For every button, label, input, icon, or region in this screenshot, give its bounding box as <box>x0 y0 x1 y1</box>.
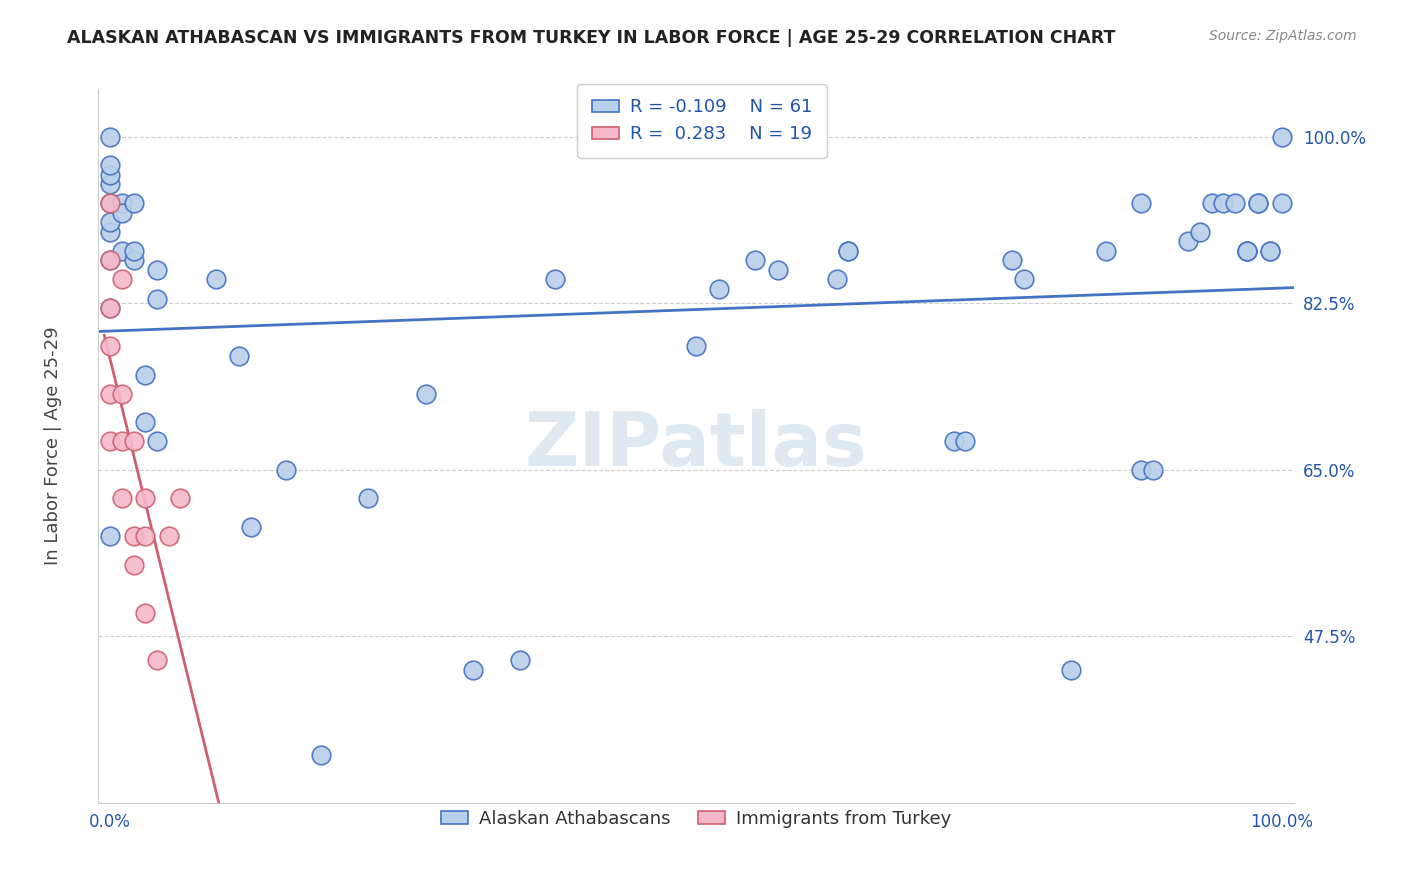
Point <box>157 529 180 543</box>
Text: ZIPatlas: ZIPatlas <box>524 409 868 483</box>
Point <box>825 272 848 286</box>
Point <box>837 244 859 258</box>
Point <box>709 282 731 296</box>
Point <box>1212 196 1234 211</box>
Point <box>1271 129 1294 144</box>
Point <box>463 663 485 677</box>
Point <box>204 272 226 286</box>
Point <box>1271 196 1294 211</box>
Point <box>1236 244 1258 258</box>
Point <box>111 434 134 449</box>
Point <box>122 196 145 211</box>
Point <box>146 653 169 667</box>
Text: ALASKAN ATHABASCAN VS IMMIGRANTS FROM TURKEY IN LABOR FORCE | AGE 25-29 CORRELAT: ALASKAN ATHABASCAN VS IMMIGRANTS FROM TU… <box>67 29 1116 47</box>
Point <box>1258 244 1281 258</box>
Point <box>239 520 262 534</box>
Point <box>122 253 145 268</box>
Point <box>98 178 121 192</box>
Point <box>744 253 766 268</box>
Point <box>98 339 121 353</box>
Point <box>837 244 859 258</box>
Point <box>98 386 121 401</box>
Point <box>1012 272 1035 286</box>
Point <box>509 653 531 667</box>
Point <box>274 463 297 477</box>
Point <box>122 434 145 449</box>
Point <box>1130 463 1153 477</box>
Point <box>98 253 121 268</box>
Point <box>98 301 121 315</box>
Point <box>1060 663 1083 677</box>
Point <box>1236 244 1258 258</box>
Point <box>1236 244 1258 258</box>
Point <box>98 434 121 449</box>
Point <box>98 168 121 182</box>
Point <box>134 529 156 543</box>
Point <box>146 263 169 277</box>
Point <box>98 301 121 315</box>
Point <box>1177 235 1199 249</box>
Point <box>309 748 332 763</box>
Point <box>1247 196 1270 211</box>
Text: Source: ZipAtlas.com: Source: ZipAtlas.com <box>1209 29 1357 44</box>
Point <box>1201 196 1223 211</box>
Point <box>766 263 789 277</box>
Point <box>1130 196 1153 211</box>
Point <box>111 491 134 506</box>
Point <box>1247 196 1270 211</box>
Point <box>122 529 145 543</box>
Legend: Alaskan Athabascans, Immigrants from Turkey: Alaskan Athabascans, Immigrants from Tur… <box>429 797 963 840</box>
Point <box>1223 196 1246 211</box>
Point <box>146 292 169 306</box>
Point <box>169 491 191 506</box>
Point <box>111 272 134 286</box>
Point <box>98 196 121 211</box>
Point <box>942 434 965 449</box>
Point <box>415 386 437 401</box>
Point <box>228 349 250 363</box>
Point <box>134 606 156 620</box>
Point <box>111 244 134 258</box>
Point <box>134 491 156 506</box>
Point <box>1095 244 1118 258</box>
Point <box>98 253 121 268</box>
Point <box>122 244 145 258</box>
Point <box>134 415 156 429</box>
Point <box>111 386 134 401</box>
Point <box>134 368 156 382</box>
Point <box>111 196 134 211</box>
Point <box>1001 253 1024 268</box>
Point <box>544 272 567 286</box>
Text: In Labor Force | Age 25-29: In Labor Force | Age 25-29 <box>45 326 62 566</box>
Point <box>146 434 169 449</box>
Point <box>98 129 121 144</box>
Point <box>98 225 121 239</box>
Point <box>98 196 121 211</box>
Point <box>1188 225 1211 239</box>
Point <box>1142 463 1164 477</box>
Point <box>1258 244 1281 258</box>
Point <box>122 558 145 572</box>
Point <box>98 158 121 172</box>
Point <box>955 434 977 449</box>
Point <box>98 215 121 229</box>
Point <box>111 206 134 220</box>
Point <box>98 529 121 543</box>
Point <box>685 339 707 353</box>
Point <box>357 491 380 506</box>
